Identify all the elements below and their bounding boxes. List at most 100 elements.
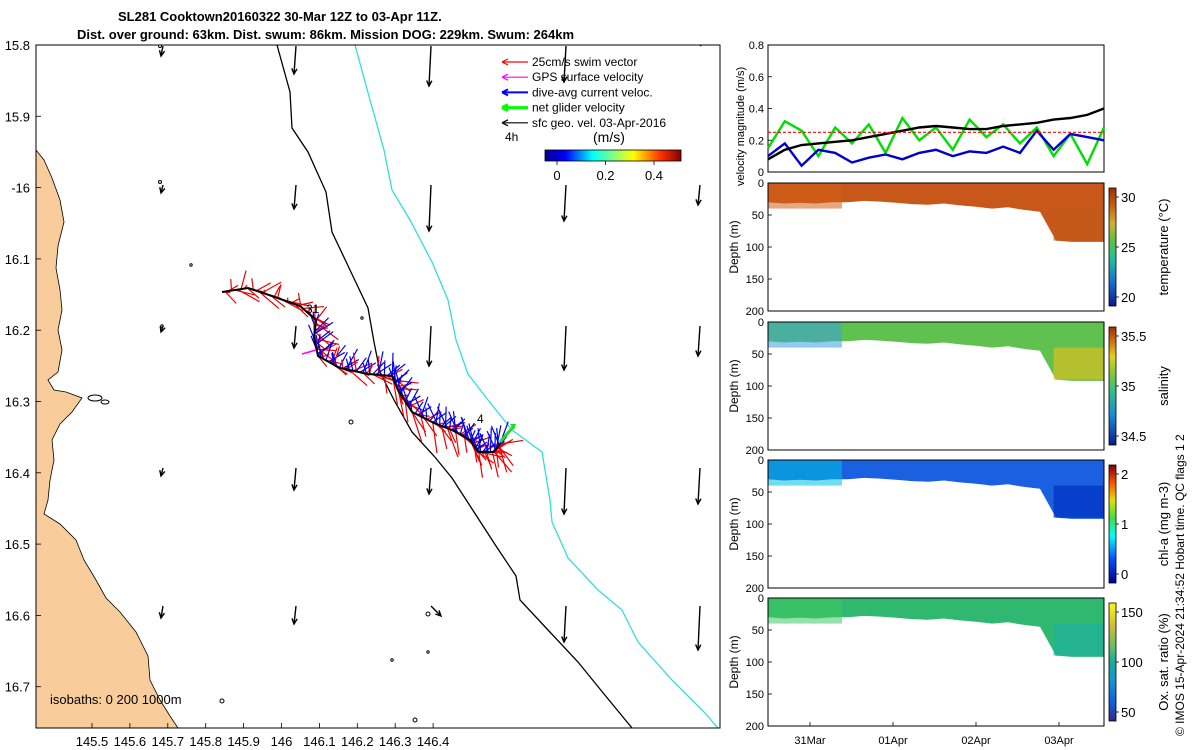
swim-vector bbox=[432, 422, 438, 454]
current-vector bbox=[345, 358, 351, 371]
swim-vector bbox=[330, 347, 338, 364]
current-vector bbox=[470, 432, 480, 453]
current-vector bbox=[395, 372, 403, 397]
geo-velocity-arrowhead bbox=[426, 360, 433, 368]
current-vector bbox=[425, 407, 428, 420]
current-vector bbox=[396, 374, 403, 389]
isobath-200m bbox=[276, 45, 633, 728]
swim-vector bbox=[314, 331, 331, 347]
section-y-label: Depth (m) bbox=[727, 220, 741, 273]
section-y-label: Depth (m) bbox=[727, 359, 741, 412]
map-y-tick-label: 16.7 bbox=[5, 680, 30, 695]
geo-velocity-arrow bbox=[428, 325, 432, 367]
section-data-region bbox=[768, 598, 1104, 657]
geo-velocity-arrow bbox=[293, 467, 297, 491]
map-x-axis: 145.5 145.6 145.7 145.8 145.9 146 146.1 146.2 14… bbox=[76, 723, 449, 749]
section-x-tick-label: 02Apr bbox=[961, 735, 991, 747]
colorbar-tick-label: 50 bbox=[1121, 705, 1135, 720]
section-colorbar bbox=[1108, 464, 1117, 584]
current-vector bbox=[391, 352, 394, 377]
isobath-1000m bbox=[354, 45, 719, 728]
reef-islands bbox=[87, 45, 431, 723]
swim-vector bbox=[237, 289, 260, 303]
swim-vector bbox=[473, 446, 478, 463]
swim-vector bbox=[224, 291, 237, 304]
colorbar-tick-label: 25 bbox=[1121, 240, 1135, 255]
gps-surface-velocity-arrow bbox=[301, 349, 317, 355]
section-colorbar-label: salinity bbox=[1156, 366, 1171, 406]
geo-velocity-arrowhead bbox=[159, 325, 166, 334]
swim-vector bbox=[491, 451, 499, 478]
geo-velocity-arrow bbox=[293, 325, 297, 349]
swim-vector bbox=[441, 425, 448, 449]
section-deep-band bbox=[1053, 347, 1104, 380]
velocity-series-line bbox=[766, 115, 1106, 167]
geo-velocity-arrowhead bbox=[159, 186, 166, 195]
footer-credit: © IMOS 15-Apr-2024 21:34:52 Hobart time.… bbox=[1173, 434, 1187, 736]
swim-vector bbox=[372, 373, 393, 385]
section-y-tick-label: 200 bbox=[746, 583, 764, 595]
velocity-axes-frame bbox=[767, 44, 1105, 173]
colorbar-tick-label: 34.5 bbox=[1121, 429, 1146, 444]
section-y-tick-label: 50 bbox=[752, 349, 764, 361]
section-y-tick-label: 100 bbox=[746, 381, 764, 393]
map-axes-frame bbox=[35, 44, 721, 729]
swim-vector bbox=[297, 292, 302, 307]
swim-vector bbox=[463, 436, 468, 453]
map-y-tick-label: 16.3 bbox=[5, 395, 30, 410]
current-vector bbox=[307, 324, 315, 339]
isobaths-label: isobaths: 0 200 1000m bbox=[50, 692, 182, 707]
section-y-label: Depth (m) bbox=[727, 497, 741, 550]
legend-label: GPS surface velocity bbox=[532, 70, 643, 84]
current-vector bbox=[406, 395, 421, 405]
swim-vectors bbox=[221, 270, 524, 478]
section-y-tick-label: 0 bbox=[758, 455, 764, 467]
swim-vector bbox=[495, 448, 500, 468]
swim-vector bbox=[383, 375, 388, 394]
swim-vector bbox=[448, 428, 457, 444]
swim-vector bbox=[397, 390, 405, 419]
swim-vector bbox=[240, 270, 247, 290]
section-y-tick-label: 50 bbox=[752, 625, 764, 637]
current-vector bbox=[460, 416, 470, 440]
current-vector bbox=[417, 406, 432, 416]
geo-velocity-arrowhead bbox=[426, 488, 433, 496]
section-y-tick-label: 150 bbox=[746, 689, 764, 701]
chart-title-line-1: SL281 Cooktown20160322 30-Mar 12Z to 03-… bbox=[118, 9, 442, 24]
map-y-tick-label: 15.9 bbox=[5, 109, 30, 124]
section-y-tick-label: 100 bbox=[746, 519, 764, 531]
swim-vector bbox=[455, 432, 460, 456]
current-vector bbox=[477, 428, 482, 453]
map-x-tick-label: 146 bbox=[271, 734, 293, 749]
net-glider-velocity-arrow bbox=[498, 425, 516, 443]
legend-label: dive-avg current veloc. bbox=[532, 85, 653, 99]
swim-vector bbox=[404, 401, 409, 423]
swim-vector bbox=[341, 359, 344, 369]
legend-swatch-head bbox=[501, 88, 509, 97]
section-colorbar-label: chl-a (mg m-3) bbox=[1156, 482, 1171, 567]
swim-vector bbox=[349, 369, 368, 386]
swim-vector bbox=[256, 282, 272, 292]
colorbar-tick-label: 2 bbox=[1121, 467, 1128, 482]
section-data-region bbox=[768, 460, 1104, 519]
geo-velocity-arrowhead bbox=[291, 484, 298, 492]
section-panel: 0 50 100 150 200 Depth (m) 30 25 20 temperature (… bbox=[727, 178, 1171, 318]
annotation-start: 31 bbox=[306, 302, 320, 316]
map-y-tick-label: -16 bbox=[11, 181, 30, 196]
section-y-tick-label: 100 bbox=[746, 657, 764, 669]
current-vector bbox=[314, 321, 334, 335]
section-colorbar-label: temperature (°C) bbox=[1156, 199, 1171, 296]
geo-velocity-arrow bbox=[430, 605, 442, 617]
current-vector bbox=[448, 417, 452, 430]
section-y-tick-label: 150 bbox=[746, 274, 764, 286]
swim-vector bbox=[294, 303, 309, 318]
geo-velocity-arrowhead bbox=[291, 618, 298, 626]
swim-vector bbox=[485, 451, 493, 470]
colorbar-tick-label: 100 bbox=[1121, 655, 1143, 670]
speed-colorbar-ticks: 0 0.2 0.4 bbox=[553, 161, 663, 183]
section-y-tick-label: 200 bbox=[746, 445, 764, 457]
current-vector bbox=[414, 396, 425, 419]
geo-velocity-arrowhead bbox=[695, 199, 702, 207]
swim-vector bbox=[258, 291, 280, 309]
